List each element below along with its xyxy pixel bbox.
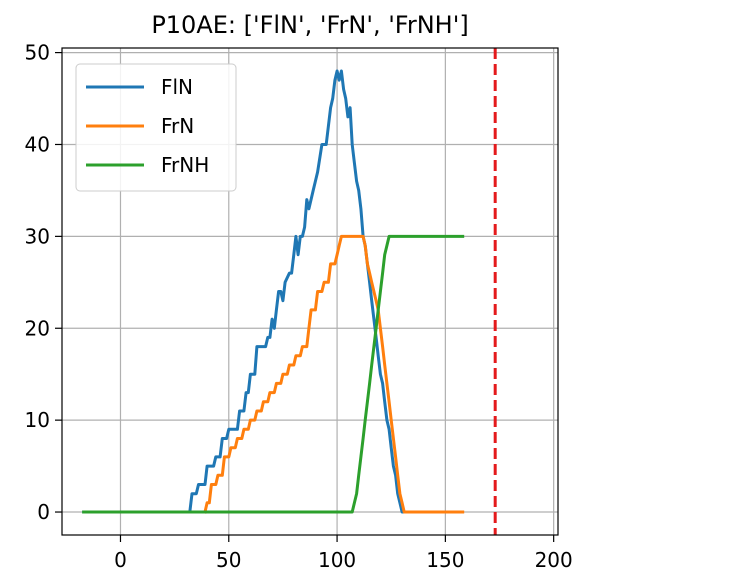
y-tick-label: 20 [25,316,50,340]
plot-frame [61,47,559,536]
x-tick-label: 0 [114,548,127,572]
x-tick-label: 50 [216,548,241,572]
axis-ticks: 0 50 100 150 200 0 10 20 30 40 50 [25,41,573,572]
series-line-frn [203,234,465,514]
legend-box [75,63,237,192]
y-tick-label: 0 [37,500,50,524]
series-line-frnh [82,234,465,514]
legend-label-frnh: FrNH [161,153,209,177]
legend-label-frn: FrN [161,114,194,138]
y-tick-label: 40 [25,132,50,156]
y-tick-label: 50 [25,41,50,65]
x-tick-label: 150 [426,548,464,572]
chart-title: P10AE: ['FlN', 'FrN', 'FrNH'] [151,11,468,39]
y-tick-label: 30 [25,224,50,248]
legend-label-fln: FlN [161,75,193,99]
x-tick-label: 200 [535,548,573,572]
y-tick-label: 10 [25,408,50,432]
legend: FlN FrN FrNH [75,63,237,192]
series-layer [82,69,465,514]
x-tick-label: 100 [318,548,356,572]
